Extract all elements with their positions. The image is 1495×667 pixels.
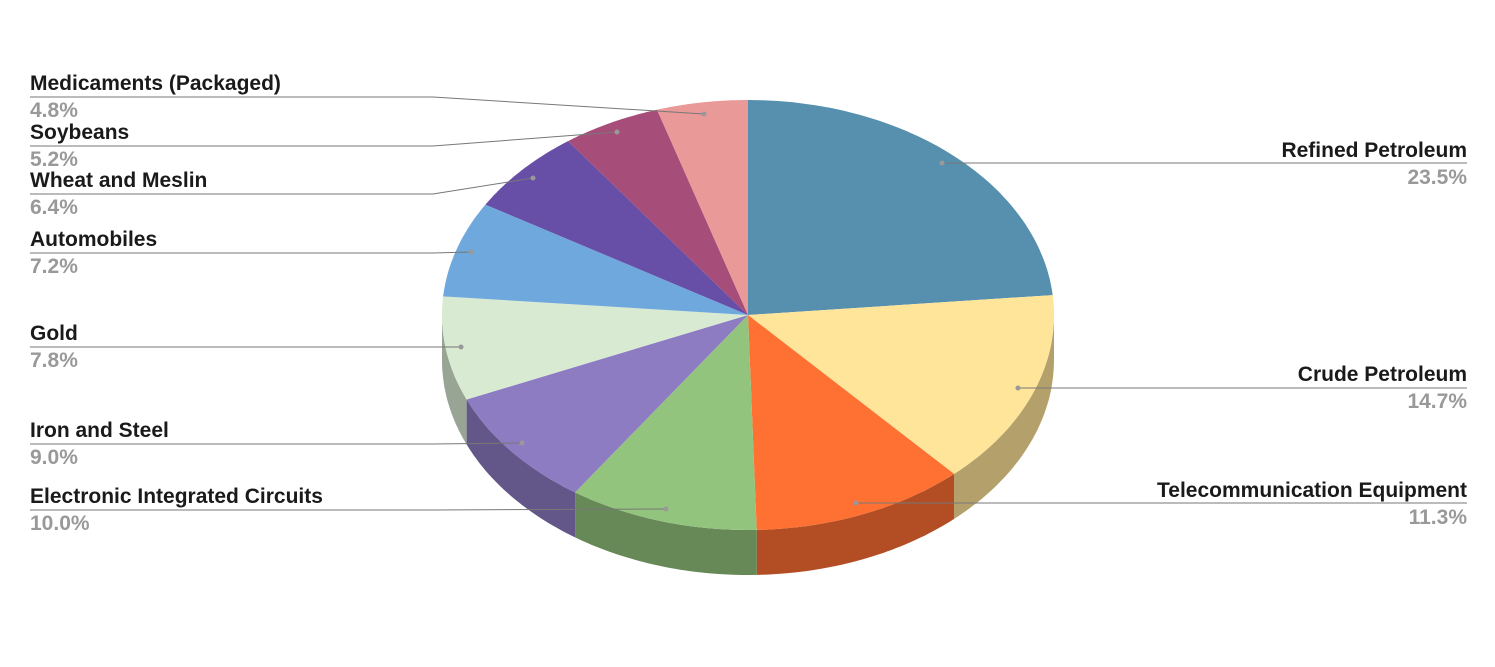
leader-line-automobiles — [30, 251, 472, 254]
slice-soybeans[interactable] — [568, 109, 748, 315]
leader-dot-refined-petroleum — [939, 160, 945, 166]
leader-line-iron-and-steel — [30, 442, 523, 445]
slice-iron-and-steel[interactable] — [466, 315, 748, 493]
slice-label-refined-petroleum: Refined Petroleum — [1281, 139, 1467, 162]
slice-label-wheat-and-meslin: Wheat and Meslin — [30, 169, 207, 192]
leader-line-soybeans — [30, 131, 618, 147]
slice-label-iron-and-steel: Iron and Steel — [30, 419, 169, 442]
leader-dot-iron-and-steel — [519, 440, 525, 446]
slice-percent-electronic-integrated-circuits: 10.0% — [30, 512, 90, 535]
slice-percent-iron-and-steel: 9.0% — [30, 446, 78, 469]
slice-percent-telecommunication-equipment: 11.3% — [1409, 506, 1468, 529]
slice-label-soybeans: Soybeans — [30, 121, 129, 144]
slice-label-medicaments-packaged: Medicaments (Packaged) — [30, 72, 281, 95]
slice-side-iron-and-steel — [466, 399, 576, 538]
slice-wheat-and-meslin[interactable] — [485, 141, 748, 315]
leader-dot-wheat-and-meslin — [530, 175, 536, 181]
slice-side-gold — [442, 315, 467, 445]
slice-side-electronic-integrated-circuits — [575, 492, 757, 575]
slice-label-gold: Gold — [30, 322, 78, 345]
leader-dot-electronic-integrated-circuits — [663, 506, 669, 512]
slice-percent-wheat-and-meslin: 6.4% — [30, 196, 78, 219]
leader-dot-soybeans — [614, 129, 620, 135]
leader-line-wheat-and-meslin — [30, 177, 534, 195]
slice-medicaments-packaged[interactable] — [657, 100, 748, 315]
slice-label-automobiles: Automobiles — [30, 228, 157, 251]
slice-percent-automobiles: 7.2% — [30, 255, 78, 278]
slice-percent-refined-petroleum: 23.5% — [1407, 166, 1467, 189]
slice-gold[interactable] — [442, 296, 748, 400]
slice-percent-crude-petroleum: 14.7% — [1407, 390, 1467, 413]
slice-telecommunication-equipment[interactable] — [748, 315, 955, 530]
slice-crude-petroleum[interactable] — [748, 295, 1054, 474]
leader-dot-gold — [458, 344, 464, 350]
slice-percent-gold: 7.8% — [30, 349, 78, 372]
leader-dot-telecommunication-equipment — [853, 500, 859, 506]
slice-label-electronic-integrated-circuits: Electronic Integrated Circuits — [30, 485, 323, 508]
leader-line-electronic-integrated-circuits — [30, 508, 667, 511]
slice-label-crude-petroleum: Crude Petroleum — [1298, 363, 1467, 386]
slice-percent-soybeans: 5.2% — [30, 148, 78, 171]
slice-refined-petroleum[interactable] — [748, 100, 1053, 315]
slice-label-telecommunication-equipment: Telecommunication Equipment — [1157, 479, 1467, 502]
slice-side-crude-petroleum — [954, 315, 1054, 519]
leader-dot-medicaments-packaged — [701, 111, 707, 117]
slice-side-telecommunication-equipment — [756, 473, 955, 575]
slice-electronic-integrated-circuits[interactable] — [575, 315, 757, 530]
leader-line-medicaments-packaged — [30, 96, 705, 115]
leader-dot-automobiles — [468, 249, 474, 255]
slice-automobiles[interactable] — [443, 204, 748, 315]
leader-dot-crude-petroleum — [1015, 385, 1021, 391]
slice-percent-medicaments-packaged: 4.8% — [30, 99, 78, 122]
